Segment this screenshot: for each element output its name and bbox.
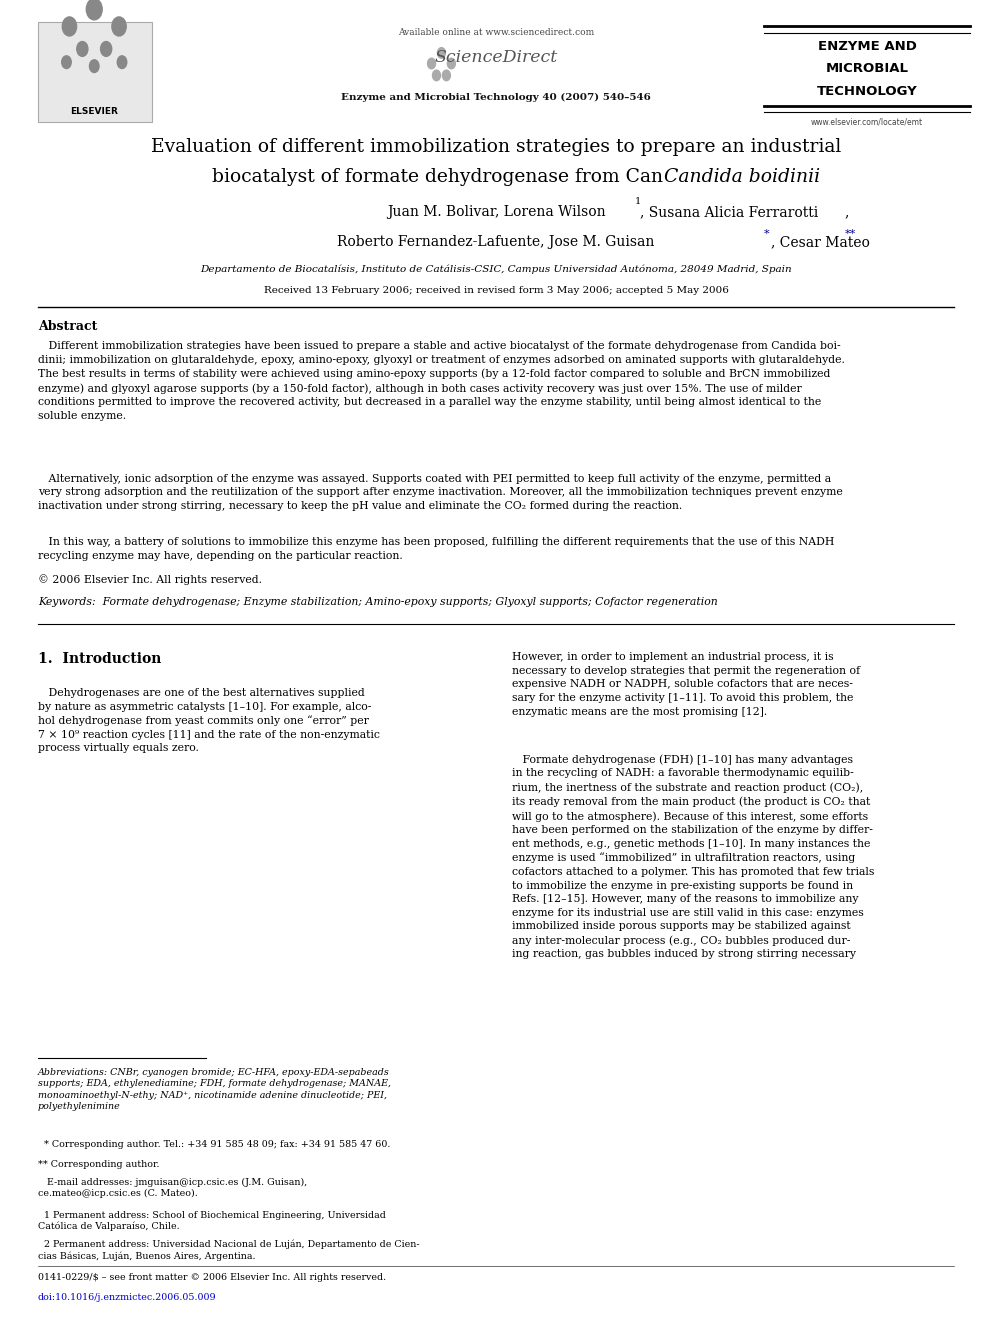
- Circle shape: [89, 60, 99, 73]
- Text: 2 Permanent address: Universidad Nacional de Luján, Departamento de Cien-
cias B: 2 Permanent address: Universidad Naciona…: [38, 1240, 420, 1261]
- Circle shape: [433, 70, 440, 81]
- Circle shape: [76, 41, 88, 57]
- FancyBboxPatch shape: [663, 163, 930, 205]
- Text: © 2006 Elsevier Inc. All rights reserved.: © 2006 Elsevier Inc. All rights reserved…: [38, 574, 262, 585]
- Circle shape: [86, 0, 102, 20]
- Text: MICROBIAL: MICROBIAL: [825, 62, 909, 75]
- Circle shape: [117, 56, 127, 69]
- Circle shape: [62, 56, 71, 69]
- Text: Evaluation of different immobilization strategies to prepare an industrial: Evaluation of different immobilization s…: [151, 138, 841, 156]
- Text: Candida boidinii: Candida boidinii: [664, 168, 819, 187]
- Text: Keywords:  Formate dehydrogenase; Enzyme stabilization; Amino-epoxy supports; Gl: Keywords: Formate dehydrogenase; Enzyme …: [38, 597, 717, 607]
- Text: www.elsevier.com/locate/emt: www.elsevier.com/locate/emt: [810, 118, 924, 127]
- Text: Available online at www.sciencedirect.com: Available online at www.sciencedirect.co…: [398, 28, 594, 37]
- Circle shape: [447, 58, 455, 69]
- Text: Different immobilization strategies have been issued to prepare a stable and act: Different immobilization strategies have…: [38, 341, 844, 421]
- Text: Abstract: Abstract: [38, 320, 97, 333]
- Text: Candida boidinii: Candida boidinii: [667, 168, 822, 187]
- Text: Departamento de Biocatalísis, Instituto de Catálisis-CSIC, Campus Universidad Au: Departamento de Biocatalísis, Instituto …: [200, 265, 792, 274]
- Text: Abbreviations: CNBr, cyanogen bromide; EC-HFA, epoxy-EDA-sepabeads
supports; EDA: Abbreviations: CNBr, cyanogen bromide; E…: [38, 1068, 391, 1111]
- Text: Received 13 February 2006; received in revised form 3 May 2006; accepted 5 May 2: Received 13 February 2006; received in r…: [264, 286, 728, 295]
- Circle shape: [437, 48, 445, 58]
- Text: 1: 1: [635, 197, 641, 206]
- Text: ** Corresponding author.: ** Corresponding author.: [38, 1160, 159, 1170]
- Circle shape: [112, 17, 126, 36]
- Text: 0141-0229/$ – see front matter © 2006 Elsevier Inc. All rights reserved.: 0141-0229/$ – see front matter © 2006 El…: [38, 1273, 386, 1282]
- Text: **: **: [845, 229, 856, 239]
- FancyBboxPatch shape: [38, 22, 152, 122]
- Text: Dehydrogenases are one of the best alternatives supplied
by nature as asymmetric: Dehydrogenases are one of the best alter…: [38, 688, 380, 754]
- Text: , Susana Alicia Ferrarotti: , Susana Alicia Ferrarotti: [640, 205, 818, 220]
- Text: *: *: [764, 229, 770, 239]
- Circle shape: [442, 70, 450, 81]
- Circle shape: [62, 17, 76, 36]
- Text: ,: ,: [844, 205, 848, 220]
- Text: ENZYME AND: ENZYME AND: [817, 40, 917, 53]
- Text: Juan M. Bolivar, Lorena Wilson: Juan M. Bolivar, Lorena Wilson: [387, 205, 605, 220]
- Text: biocatalyst of formate dehydrogenase from Candida boidinii: biocatalyst of formate dehydrogenase fro…: [211, 168, 781, 187]
- Text: Roberto Fernandez-Lafuente, Jose M. Guisan: Roberto Fernandez-Lafuente, Jose M. Guis…: [337, 235, 655, 250]
- Text: Enzyme and Microbial Technology 40 (2007) 540–546: Enzyme and Microbial Technology 40 (2007…: [341, 93, 651, 102]
- Text: Alternatively, ionic adsorption of the enzyme was assayed. Supports coated with : Alternatively, ionic adsorption of the e…: [38, 474, 842, 511]
- Text: ELSEVIER: ELSEVIER: [70, 107, 118, 116]
- Text: * Corresponding author. Tel.: +34 91 585 48 09; fax: +34 91 585 47 60.: * Corresponding author. Tel.: +34 91 585…: [38, 1140, 390, 1150]
- Text: TECHNOLOGY: TECHNOLOGY: [816, 85, 918, 98]
- Text: 1 Permanent address: School of Biochemical Engineering, Universidad
Católica de : 1 Permanent address: School of Biochemic…: [38, 1211, 386, 1232]
- Text: , Cesar Mateo: , Cesar Mateo: [771, 235, 870, 250]
- Text: However, in order to implement an industrial process, it is
necessary to develop: However, in order to implement an indust…: [512, 652, 860, 717]
- Text: In this way, a battery of solutions to immobilize this enzyme has been proposed,: In this way, a battery of solutions to i…: [38, 537, 834, 561]
- Text: Formate dehydrogenase (FDH) [1–10] has many advantages
in the recycling of NADH:: Formate dehydrogenase (FDH) [1–10] has m…: [512, 754, 874, 959]
- Text: 2: 2: [838, 197, 844, 206]
- Text: doi:10.1016/j.enzmictec.2006.05.009: doi:10.1016/j.enzmictec.2006.05.009: [38, 1293, 216, 1302]
- Text: ScienceDirect: ScienceDirect: [434, 49, 558, 66]
- Text: 1.  Introduction: 1. Introduction: [38, 652, 161, 667]
- Circle shape: [428, 58, 435, 69]
- Text: E-mail addresses: jmguisan@icp.csic.es (J.M. Guisan),
ce.mateo@icp.csic.es (C. M: E-mail addresses: jmguisan@icp.csic.es (…: [38, 1177, 307, 1197]
- Circle shape: [100, 41, 112, 57]
